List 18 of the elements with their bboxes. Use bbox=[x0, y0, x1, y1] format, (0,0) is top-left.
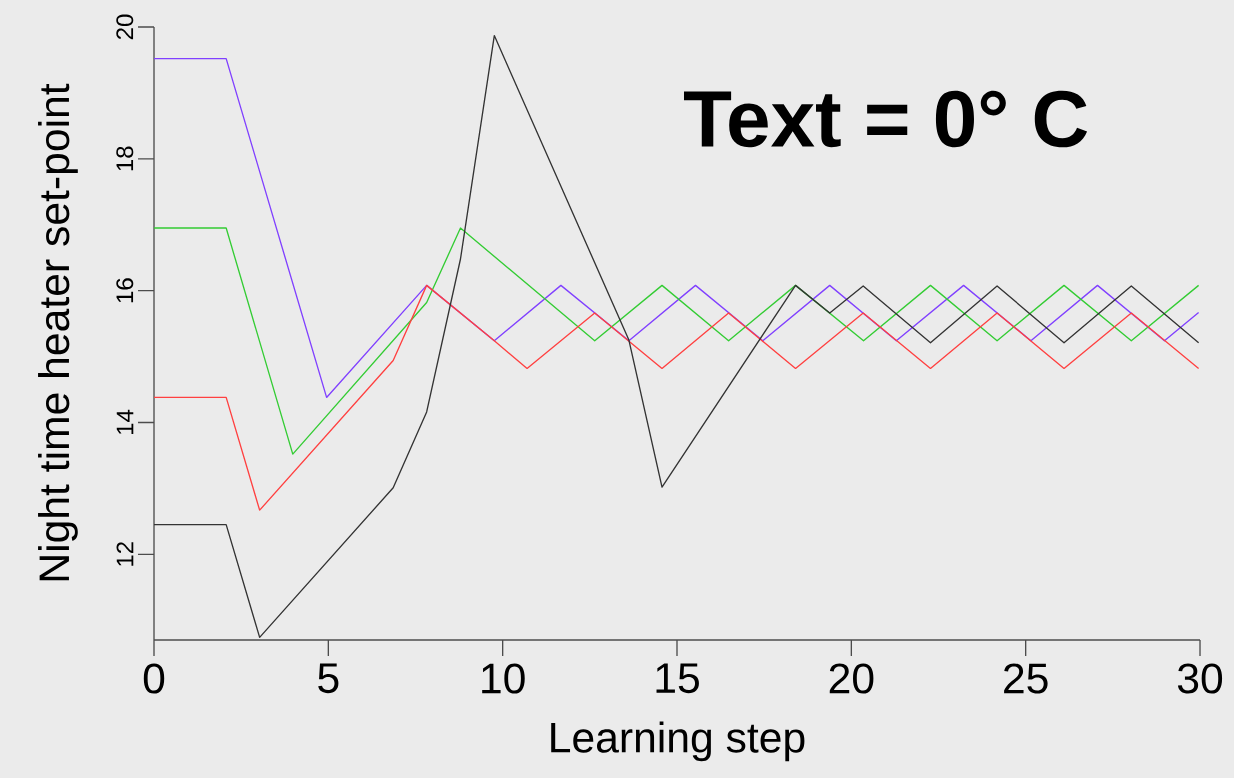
x-tick-label: 0 bbox=[143, 663, 165, 694]
x-tick-label: 20 bbox=[829, 663, 874, 694]
y-tick-label: 16 bbox=[116, 278, 134, 303]
x-tick-label: 5 bbox=[318, 663, 339, 694]
y-tick-label: 20 bbox=[116, 14, 134, 40]
x-tick-label: 10 bbox=[482, 663, 525, 694]
x-tick-label: 25 bbox=[1004, 663, 1048, 694]
y-axis-title: Night time heater set-point bbox=[38, 83, 78, 581]
x-tick-label: 30 bbox=[1177, 663, 1223, 694]
y-tick-label: 14 bbox=[116, 409, 134, 435]
line-series bbox=[154, 57, 1200, 399]
x-tick-label: 15 bbox=[656, 663, 699, 694]
line-series bbox=[154, 284, 1200, 511]
annotation: Text = 0° C bbox=[684, 90, 1088, 148]
x-axis-title: Learning step bbox=[551, 721, 805, 762]
y-tick-label: 12 bbox=[116, 542, 134, 566]
y-tick-label: 18 bbox=[116, 146, 134, 171]
line-series bbox=[154, 227, 1200, 455]
